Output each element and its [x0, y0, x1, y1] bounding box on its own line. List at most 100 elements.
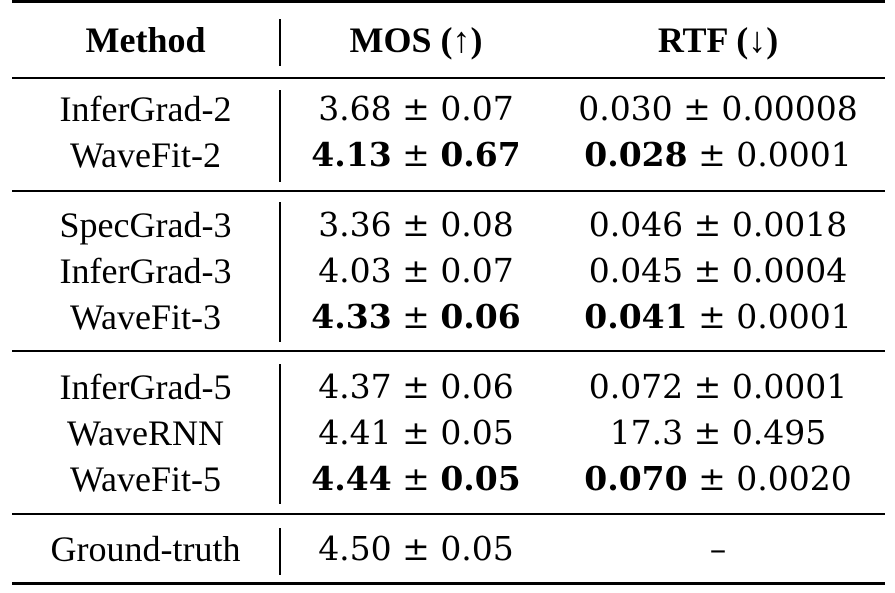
mos-cell: 4.03 ± 0.07: [281, 248, 551, 294]
vertical-separator: [279, 202, 281, 342]
pm-symbol: ±: [391, 205, 441, 244]
pm-symbol: ±: [391, 529, 441, 568]
rtf-mean: 0.028: [584, 135, 688, 174]
table-row: Ground-truth 4.50 ± 0.05 –: [12, 526, 885, 572]
method-cell: WaveRNN: [66, 413, 225, 453]
rtf-mean: 0.070: [584, 459, 688, 498]
mos-mean: 3.68: [318, 89, 392, 128]
mos-mean: 4.50: [318, 529, 392, 568]
pm-symbol: ±: [683, 367, 732, 406]
pm-symbol: ±: [391, 251, 441, 290]
vertical-separator: [279, 364, 281, 504]
method-cell: WaveFit-2: [69, 135, 222, 175]
pm-symbol: ±: [391, 413, 441, 452]
mos-mean: 4.37: [318, 367, 392, 406]
rtf-cell: 0.030 ± 0.00008: [551, 86, 885, 132]
rtf-std: 0.0004: [731, 251, 848, 290]
rtf-mean: 0.072: [588, 367, 684, 406]
mos-std: 0.08: [440, 205, 514, 244]
pm-symbol: ±: [391, 367, 441, 406]
table-row: InferGrad-5 4.37 ± 0.06 0.072 ± 0.0001: [12, 364, 885, 410]
group-rule-1: [12, 190, 885, 192]
top-rule: [12, 0, 885, 3]
table-row: WaveRNN 4.41 ± 0.05 17.3 ± 0.495: [12, 410, 885, 456]
table-row: WaveFit-2 4.13 ± 0.67 0.028 ± 0.0001: [12, 132, 885, 178]
mos-std: 0.06: [440, 367, 514, 406]
table-row: InferGrad-3 4.03 ± 0.07 0.045 ± 0.0004: [12, 248, 885, 294]
mos-mean: 4.03: [318, 251, 392, 290]
method-cell: SpecGrad-3: [59, 205, 232, 245]
rtf-cell: 0.041 ± 0.0001: [551, 294, 885, 340]
pm-symbol: ±: [683, 413, 732, 452]
mos-cell: 4.44 ± 0.05: [281, 456, 551, 502]
mos-cell: 4.13 ± 0.67: [281, 132, 551, 178]
rtf-std: 0.0001: [736, 297, 852, 336]
rtf-mean: 0.041: [584, 297, 688, 336]
rtf-cell: 17.3 ± 0.495: [551, 410, 885, 456]
rtf-std: 0.0001: [736, 135, 852, 174]
pm-symbol: ±: [687, 297, 737, 336]
group-rule-3: [12, 513, 885, 515]
pm-symbol: ±: [391, 135, 441, 174]
mos-mean: 4.13: [311, 135, 392, 174]
method-cell: InferGrad-3: [59, 251, 232, 291]
method-cell: Ground-truth: [50, 529, 241, 569]
pm-symbol: ±: [391, 459, 441, 498]
mos-mean: 4.44: [311, 459, 392, 498]
rtf-mean: 0.030: [578, 89, 673, 128]
bottom-rule: [12, 582, 885, 585]
mos-mean: 3.36: [318, 205, 392, 244]
rtf-mean: 0.045: [588, 251, 684, 290]
rtf-std: 0.0001: [731, 367, 848, 406]
table-row: SpecGrad-3 3.36 ± 0.08 0.046 ± 0.0018: [12, 202, 885, 248]
pm-symbol: ±: [687, 459, 737, 498]
mos-cell: 3.68 ± 0.07: [281, 86, 551, 132]
rtf-mean: 0.046: [588, 205, 684, 244]
pm-symbol: ±: [391, 89, 441, 128]
pm-symbol: ±: [672, 89, 722, 128]
table-row: InferGrad-2 3.68 ± 0.07 0.030 ± 0.00008: [12, 86, 885, 132]
mos-cell: 3.36 ± 0.08: [281, 202, 551, 248]
mos-std: 0.05: [440, 459, 521, 498]
rtf-std: 0.495: [731, 413, 827, 452]
vertical-separator: [279, 528, 281, 575]
pm-symbol: ±: [683, 205, 732, 244]
mos-cell: 4.33 ± 0.06: [281, 294, 551, 340]
method-cell: InferGrad-2: [59, 89, 232, 129]
rtf-cell: 0.072 ± 0.0001: [551, 364, 885, 410]
rtf-std: 0.0020: [736, 459, 852, 498]
header-row: Method MOS (↑) RTF (↓): [12, 17, 885, 63]
rtf-std: 0.0018: [731, 205, 848, 244]
rtf-mean: –: [709, 529, 727, 568]
mos-std: 0.07: [440, 89, 514, 128]
method-cell: InferGrad-5: [59, 367, 232, 407]
group-rule-2: [12, 350, 885, 352]
header-mos: MOS (↑): [349, 20, 483, 60]
table-row: WaveFit-3 4.33 ± 0.06 0.041 ± 0.0001: [12, 294, 885, 340]
rtf-cell: 0.045 ± 0.0004: [551, 248, 885, 294]
vertical-separator: [279, 19, 281, 66]
mos-std: 0.05: [440, 529, 514, 568]
pm-symbol: ±: [687, 135, 737, 174]
rtf-cell: 0.028 ± 0.0001: [551, 132, 885, 178]
header-method: Method: [85, 20, 206, 60]
mos-cell: 4.37 ± 0.06: [281, 364, 551, 410]
header-rtf: RTF (↓): [657, 20, 779, 60]
header-rule: [12, 77, 885, 79]
pm-symbol: ±: [391, 297, 441, 336]
method-cell: WaveFit-3: [69, 297, 222, 337]
mos-mean: 4.33: [311, 297, 392, 336]
rtf-cell: 0.070 ± 0.0020: [551, 456, 885, 502]
rtf-std: 0.00008: [721, 89, 858, 128]
mos-mean: 4.41: [318, 413, 392, 452]
mos-std: 0.06: [440, 297, 521, 336]
rtf-mean: 17.3: [609, 413, 684, 452]
mos-std: 0.67: [440, 135, 521, 174]
vertical-separator: [279, 90, 281, 182]
pm-symbol: ±: [683, 251, 732, 290]
rtf-cell: 0.046 ± 0.0018: [551, 202, 885, 248]
mos-std: 0.07: [440, 251, 514, 290]
mos-cell: 4.41 ± 0.05: [281, 410, 551, 456]
method-cell: WaveFit-5: [69, 459, 222, 499]
table-row: WaveFit-5 4.44 ± 0.05 0.070 ± 0.0020: [12, 456, 885, 502]
